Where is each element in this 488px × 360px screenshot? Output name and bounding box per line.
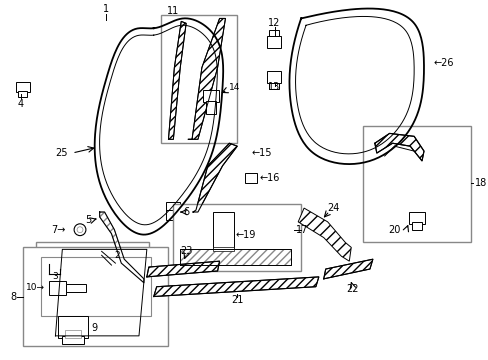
Text: ←26: ←26 — [433, 58, 453, 68]
Bar — [41, 257, 150, 316]
Text: 3: 3 — [52, 273, 58, 282]
Text: 20: 20 — [387, 225, 400, 235]
Bar — [362, 126, 470, 242]
Text: 4: 4 — [18, 99, 24, 109]
Bar — [66, 284, 86, 292]
Polygon shape — [193, 143, 237, 212]
Bar — [23, 247, 168, 346]
Text: 8: 8 — [10, 292, 16, 302]
Bar — [48, 281, 66, 294]
Text: 24: 24 — [326, 203, 339, 213]
Bar — [173, 204, 301, 271]
Text: 9: 9 — [92, 323, 98, 333]
Text: 5: 5 — [84, 215, 91, 225]
Text: 22: 22 — [346, 284, 358, 294]
Bar — [36, 242, 148, 340]
Bar — [408, 212, 424, 224]
Bar — [18, 91, 27, 97]
Text: 23: 23 — [180, 246, 192, 256]
Polygon shape — [168, 21, 186, 139]
Text: 1: 1 — [102, 4, 108, 14]
Text: 11: 11 — [166, 5, 179, 15]
Polygon shape — [146, 261, 219, 277]
Polygon shape — [153, 277, 318, 297]
Bar — [212, 212, 234, 249]
Bar — [266, 72, 281, 83]
Polygon shape — [100, 212, 143, 283]
Bar — [58, 316, 88, 338]
Bar — [65, 330, 81, 338]
Text: 17: 17 — [296, 225, 308, 235]
Bar — [212, 247, 234, 251]
Bar — [160, 15, 237, 143]
Polygon shape — [55, 249, 146, 336]
Bar — [109, 259, 119, 267]
Polygon shape — [374, 134, 423, 161]
Text: ←19: ←19 — [235, 230, 255, 240]
Polygon shape — [180, 249, 291, 265]
Bar — [166, 210, 180, 220]
Text: 6: 6 — [183, 207, 189, 217]
Bar — [268, 30, 278, 36]
Circle shape — [77, 227, 83, 233]
Bar — [166, 202, 180, 210]
Bar — [203, 90, 218, 102]
Bar — [268, 83, 278, 89]
Bar — [411, 222, 421, 230]
Bar — [266, 36, 281, 48]
Polygon shape — [188, 18, 225, 139]
Bar — [205, 101, 215, 114]
Text: 14: 14 — [229, 83, 240, 92]
Text: 13: 13 — [267, 82, 280, 92]
Text: 25: 25 — [56, 148, 68, 158]
Text: 2: 2 — [114, 251, 120, 260]
Bar — [244, 173, 256, 183]
Text: 18: 18 — [474, 177, 487, 188]
Polygon shape — [323, 259, 372, 279]
Polygon shape — [298, 208, 350, 261]
Text: 10→: 10→ — [25, 283, 44, 292]
Bar — [62, 336, 84, 344]
Text: 12: 12 — [267, 18, 280, 28]
Text: ←16: ←16 — [259, 173, 280, 183]
Circle shape — [74, 224, 86, 235]
Text: 7→: 7→ — [51, 225, 65, 235]
Bar — [16, 82, 30, 92]
Text: 21: 21 — [231, 296, 243, 306]
Text: ←15: ←15 — [251, 148, 272, 158]
